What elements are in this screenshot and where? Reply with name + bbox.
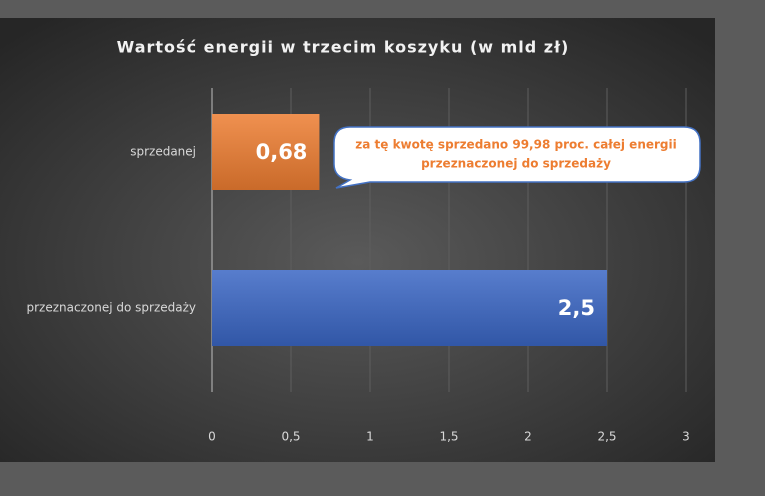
x-tick-label: 0: [208, 430, 216, 444]
chart-panel: [0, 18, 715, 462]
bar-shade: [212, 270, 607, 346]
x-tick-label: 2: [524, 430, 532, 444]
callout: za tę kwotę sprzedano 99,98 proc. całej …: [333, 126, 701, 189]
y-tick-label: przeznaczonej do sprzedaży: [27, 301, 197, 315]
x-tick-label: 3: [682, 430, 690, 444]
callout-text: przeznaczonej do sprzedaży: [421, 157, 611, 171]
callout-text: za tę kwotę sprzedano 99,98 proc. całej …: [355, 138, 677, 152]
value-label: 0,68: [256, 140, 308, 164]
x-tick-label: 0,5: [281, 430, 300, 444]
bar-shade: [212, 114, 320, 190]
x-tick-label: 1: [366, 430, 374, 444]
callout-bubble: [333, 126, 701, 189]
chart-title: Wartość energii w trzecim koszyku (w mld…: [117, 38, 570, 57]
x-tick-label: 1,5: [439, 430, 458, 444]
y-tick-label: sprzedanej: [130, 145, 196, 159]
value-label: 2,5: [558, 296, 595, 320]
x-tick-label: 2,5: [597, 430, 616, 444]
